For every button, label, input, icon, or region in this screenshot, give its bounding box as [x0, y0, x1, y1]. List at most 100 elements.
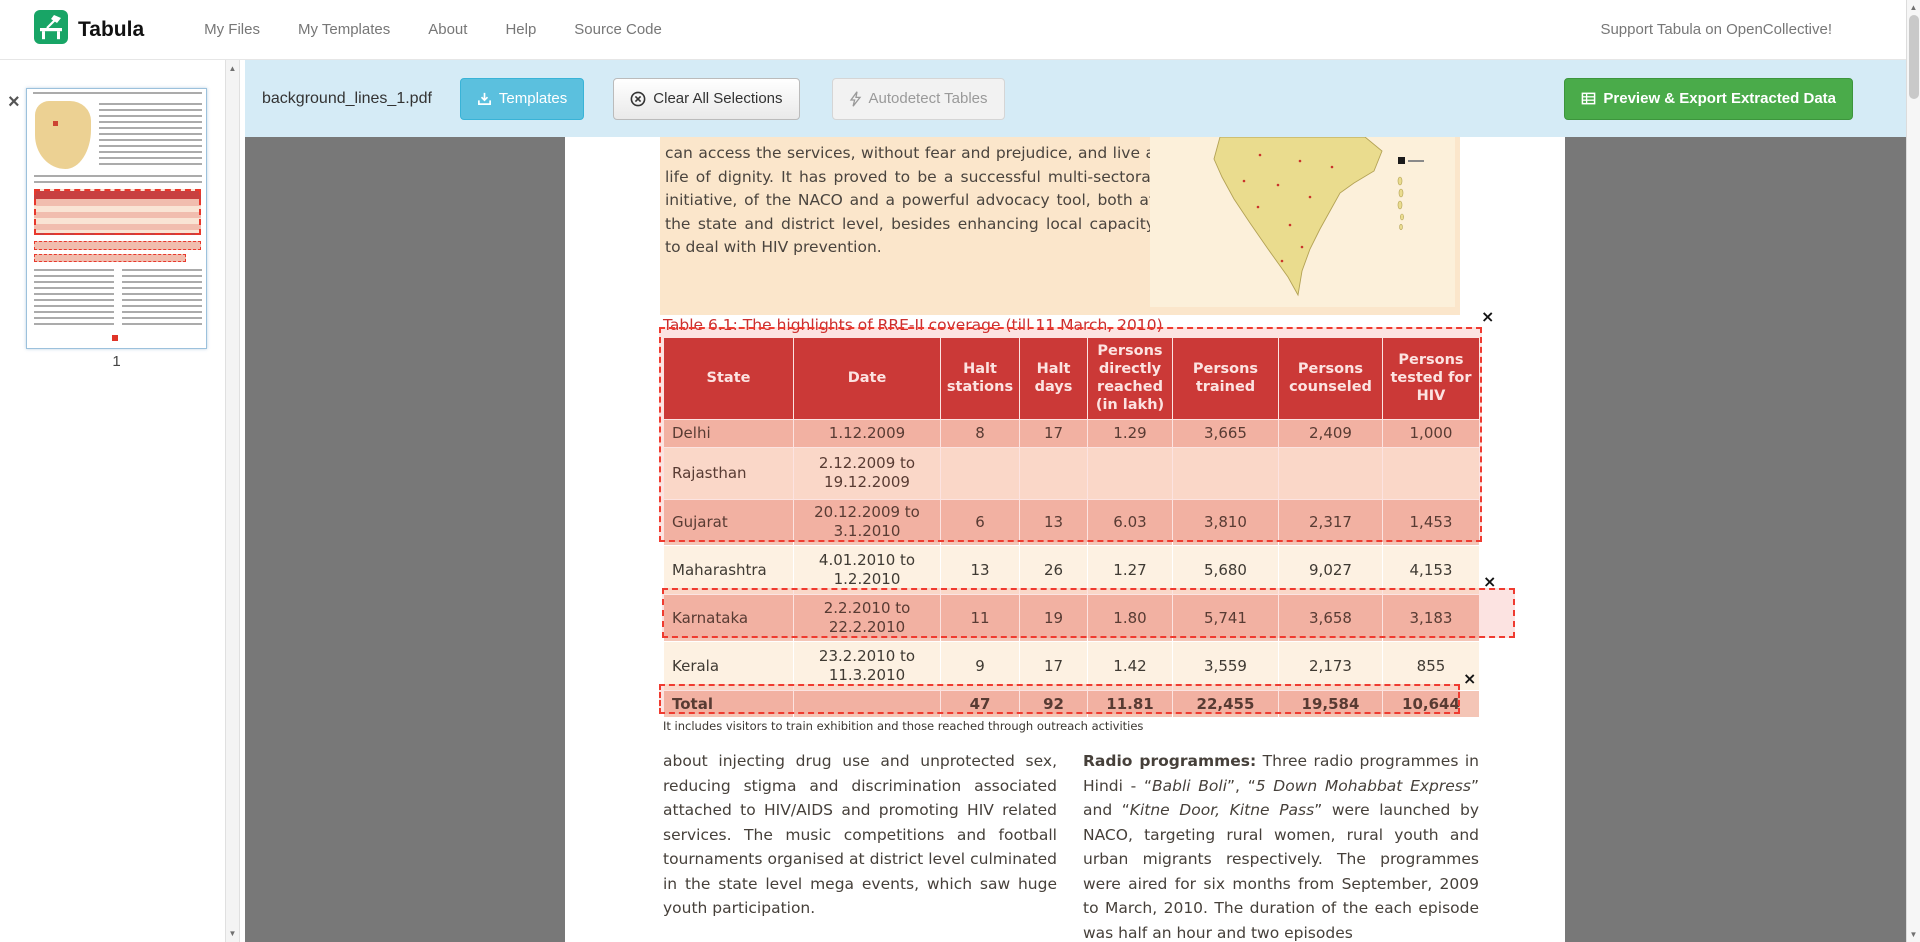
main-area: background_lines_1.pdf Templates [245, 60, 1906, 942]
table-cell: 1.12.2009 [793, 418, 941, 448]
thumbnail-page-number: 1 [112, 353, 121, 370]
autodetect-tables-button[interactable]: Autodetect Tables [831, 77, 1005, 120]
brand-name: Tabula [78, 17, 145, 41]
clear-all-selections-button[interactable]: Clear All Selections [613, 77, 800, 120]
document-workspace: can access the services, without fear an… [245, 137, 1906, 942]
table-cell: 9,027 [1278, 544, 1383, 595]
table-cell [1382, 446, 1480, 500]
table-cell [1087, 446, 1173, 500]
column-header: State [663, 337, 794, 420]
table-cell: 5,680 [1172, 544, 1279, 595]
nav-links: My Files My Templates About Help Source … [204, 21, 662, 39]
intro-paragraph: can access the services, without fear an… [665, 144, 1155, 256]
brand[interactable]: Tabula [34, 10, 144, 49]
sidebar-scrollbar[interactable]: ▲ ▼ [225, 60, 240, 942]
templates-upload-icon [477, 91, 492, 106]
table-cell: Kerala [663, 640, 794, 691]
column-header: Persons trained [1172, 337, 1279, 420]
table-cell: 19 [1019, 593, 1088, 642]
table-grid-icon [1581, 91, 1596, 106]
table-selection-1[interactable] [659, 327, 1482, 542]
sidebar: × 1 ▲ ▼ [0, 60, 245, 942]
scroll-down-icon[interactable]: ▼ [1909, 930, 1918, 939]
table-cell: 11 [940, 593, 1020, 642]
nav-link-my-templates[interactable]: My Templates [297, 20, 391, 38]
table-cell: 3,559 [1172, 640, 1279, 691]
export-button-label: Preview & Export Extracted Data [1603, 90, 1836, 107]
remove-selection-1-icon[interactable]: × [1481, 307, 1495, 326]
table-footnote: It includes visitors to train exhibition… [663, 719, 1144, 733]
nav-link-help[interactable]: Help [505, 20, 537, 38]
table-cell: 13 [1019, 498, 1088, 546]
column-header: Halt stations [940, 337, 1020, 420]
scroll-up-icon[interactable]: ▲ [228, 64, 237, 73]
table-selection-3[interactable] [659, 684, 1460, 714]
table-cell: 2,317 [1278, 498, 1383, 546]
left-column-text: about injecting drug use and unprotected… [663, 752, 1057, 917]
thumbnail-text-lines [34, 269, 114, 327]
table-cell: 2,409 [1278, 418, 1383, 448]
table-cell: 4,153 [1382, 544, 1480, 595]
support-link[interactable]: Support Tabula on OpenCollective! [1600, 21, 1832, 38]
table-row: Total 47 92 11.81 22,455 19,584 10,644 [663, 689, 1480, 718]
remove-selection-2-icon[interactable]: × [1483, 572, 1497, 591]
table-cell: 17 [1019, 640, 1088, 691]
table-row: Maharashtra 4.01.2010 to 1.2.2010 13 26 1.27… [663, 544, 1480, 595]
nav-link-source-code[interactable]: Source Code [574, 20, 662, 38]
scrollbar-thumb[interactable] [1909, 15, 1919, 99]
page-thumbnail[interactable] [26, 88, 207, 349]
table-cell: 13 [940, 544, 1020, 595]
table-row: Delhi 1.12.2009 8 17 1.29 3,665 2,409 1,000 [663, 418, 1480, 448]
thumbnail-map [35, 101, 91, 169]
clear-circle-x-icon [630, 91, 646, 107]
table-cell: 1.29 [1087, 418, 1173, 448]
table-row: Rajasthan 2.12.2009 to 19.12.2009 [663, 446, 1480, 500]
table-cell: Delhi [663, 418, 794, 448]
navbar: Tabula My Files My Templates About Help … [0, 0, 1906, 60]
table-title: Table 6.1: The highlights of RRE-II cove… [663, 316, 1163, 334]
templates-button-label: Templates [498, 90, 568, 107]
table-cell: Karnataka [663, 593, 794, 642]
nav-link-my-files[interactable]: My Files [204, 20, 260, 38]
table-cell: 9 [940, 640, 1020, 691]
lightning-bolt-icon [849, 90, 862, 107]
table-row: Karnataka 2.2.2010 to 22.2.2010 11 19 1.80 5,… [663, 593, 1480, 642]
scroll-up-icon[interactable]: ▲ [1909, 3, 1918, 12]
table-cell: 5,741 [1172, 593, 1279, 642]
pdf-page[interactable]: can access the services, without fear an… [565, 137, 1565, 942]
right-column-text: Radio programmes: Three radio programmes… [1083, 752, 1480, 942]
table-cell: 4.01.2010 to 1.2.2010 [793, 544, 941, 595]
column-header: Persons tested for HIV [1382, 337, 1480, 420]
document-filename: background_lines_1.pdf [262, 89, 432, 107]
table-cell: 1,453 [1382, 498, 1480, 546]
map-legend-swatch [1398, 157, 1405, 164]
thumbnail-text-lines [122, 269, 202, 327]
thumbnail-selection-strip [34, 241, 201, 250]
thumbnail-selection-marker [112, 335, 118, 341]
table-cell: 2.12.2009 to 19.12.2009 [793, 446, 941, 500]
main-scrollbar[interactable]: ▲ ▼ [1906, 0, 1920, 942]
table-cell: 26 [1019, 544, 1088, 595]
scroll-down-icon[interactable]: ▼ [228, 929, 237, 938]
table-cell: 1.27 [1087, 544, 1173, 595]
preview-export-button[interactable]: Preview & Export Extracted Data [1564, 77, 1853, 120]
column-header: Date [793, 337, 941, 420]
india-map [1150, 137, 1455, 307]
nav-link-about[interactable]: About [428, 20, 468, 38]
table-cell: 3,810 [1172, 498, 1279, 546]
thumbnail-selection-strip [34, 254, 186, 262]
table-cell: 17 [1019, 418, 1088, 448]
thumbnail-table-selection [34, 189, 201, 235]
table-cell: 6 [940, 498, 1020, 546]
autodetect-button-label: Autodetect Tables [868, 90, 988, 107]
table-selection-2[interactable] [662, 588, 1515, 638]
thumbnail-close-icon[interactable]: × [8, 91, 20, 113]
remove-selection-3-icon[interactable]: × [1463, 669, 1477, 688]
table-cell: Gujarat [663, 498, 794, 546]
table-cell: 1.42 [1087, 640, 1173, 691]
table-row: Gujarat 20.12.2009 to 3.1.2010 6 13 6.03 3,81… [663, 498, 1480, 546]
table-row: Kerala 23.2.2010 to 11.3.2010 9 17 1.42 3,559… [663, 640, 1480, 691]
toolbar: background_lines_1.pdf Templates [245, 60, 1906, 137]
templates-button[interactable]: Templates [459, 77, 585, 120]
